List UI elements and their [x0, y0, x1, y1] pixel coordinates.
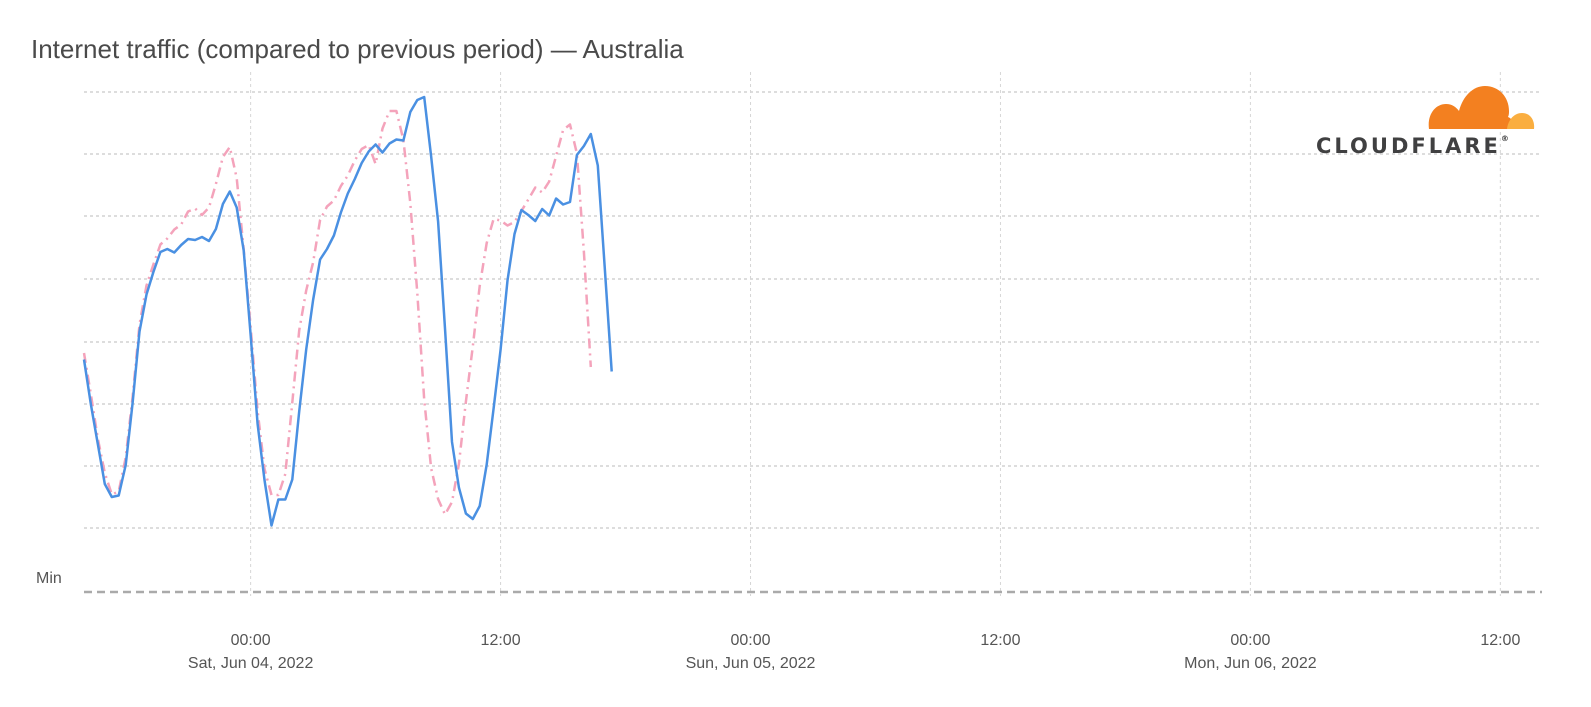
cloudflare-wordmark: CLOUDFLARE® [1316, 134, 1509, 158]
series-line-current [82, 95, 613, 527]
x-tick-label: 12:00 [1480, 632, 1520, 649]
chart-title: Internet traffic (compared to previous p… [31, 34, 684, 64]
x-tick-label: 00:00 [1230, 632, 1270, 649]
x-tick-label: 00:00 [231, 632, 271, 649]
x-tick-label: 12:00 [980, 632, 1020, 649]
x-tick-date-label: Mon, Jun 06, 2022 [1184, 655, 1317, 672]
x-tick-label: 00:00 [730, 632, 770, 649]
x-tick-label: 12:00 [481, 632, 521, 649]
series-line-previous [82, 109, 593, 516]
x-tick-date-label: Sun, Jun 05, 2022 [686, 655, 816, 672]
y-axis-min-label: Min [36, 570, 62, 587]
cloudflare-logo-icon [1428, 86, 1535, 129]
x-tick-date-label: Sat, Jun 04, 2022 [188, 655, 314, 672]
